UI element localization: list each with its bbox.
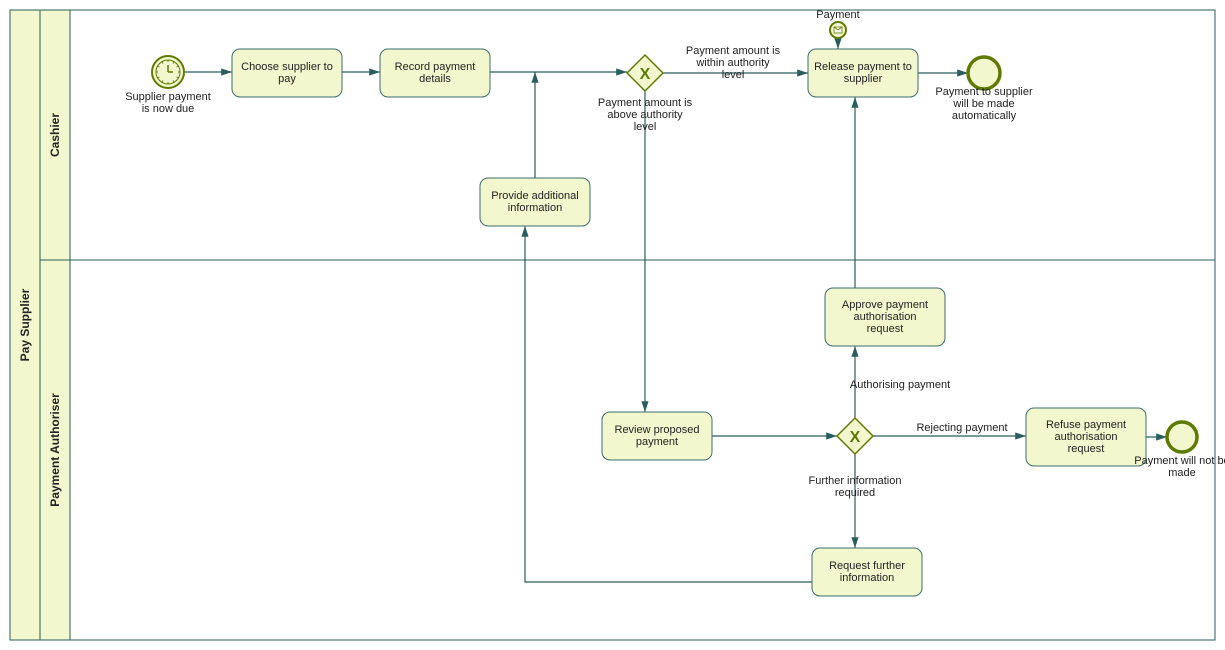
svg-text:X: X xyxy=(640,66,651,83)
svg-text:Authorising payment: Authorising payment xyxy=(850,379,950,391)
pool-label: Pay Supplier xyxy=(18,288,32,361)
lane-label-auth: Payment Authoriser xyxy=(48,393,62,507)
svg-text:X: X xyxy=(850,429,861,446)
lane-label-cashier: Cashier xyxy=(48,113,62,157)
svg-text:Rejecting payment: Rejecting payment xyxy=(916,422,1007,434)
bpmn-diagram: Pay Supplier Cashier Payment Authoriser Pay… xyxy=(0,0,1225,650)
svg-text:Request furtherinformation: Request furtherinformation xyxy=(829,560,905,584)
svg-text:Payment: Payment xyxy=(816,9,859,21)
lane-cashier xyxy=(70,10,1215,260)
end-event-end2 xyxy=(1167,422,1197,452)
end-event-end1 xyxy=(968,57,1000,89)
